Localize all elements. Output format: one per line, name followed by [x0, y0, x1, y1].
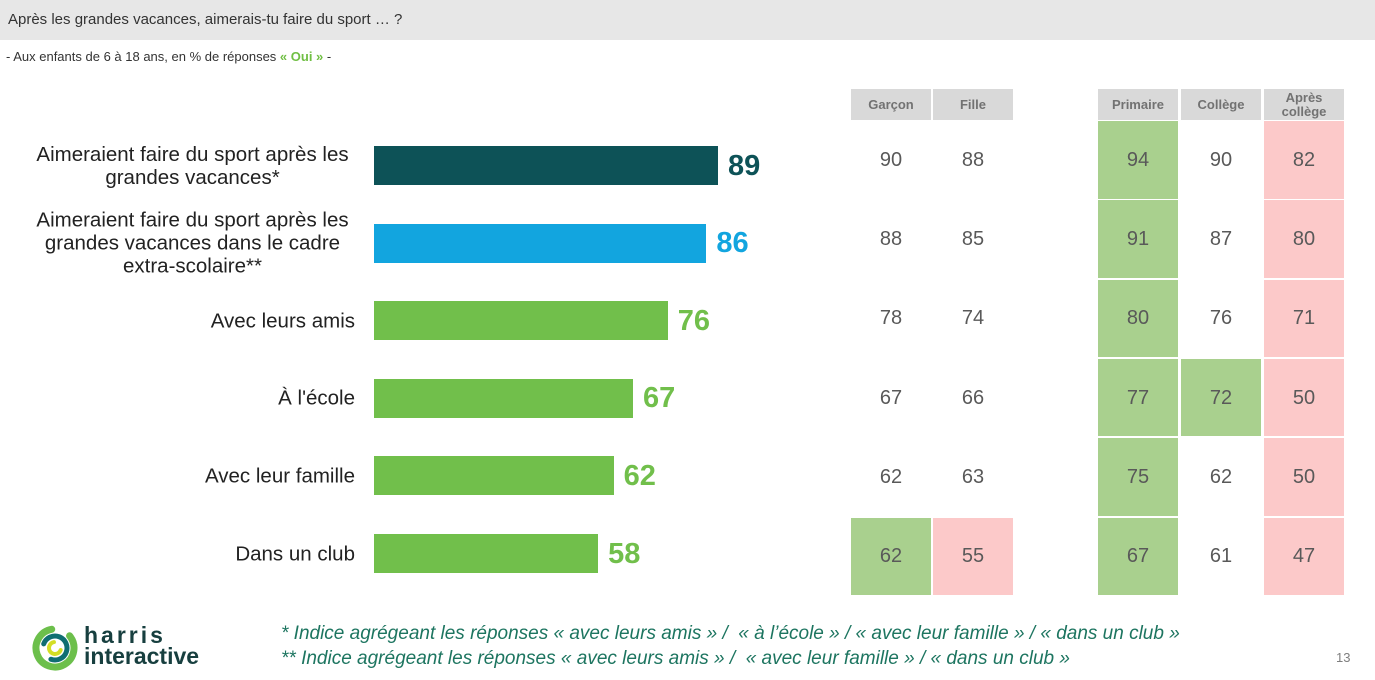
logo-middle-arc — [41, 633, 70, 663]
footnote-2: ** Indice agrégeant les réponses « avec … — [281, 648, 1070, 669]
category-label-1: Aimeraient faire du sport après les gran… — [36, 142, 349, 189]
table-cell-1-apres-college: 82 — [1264, 121, 1344, 199]
logo-inner-arc — [47, 640, 63, 656]
table-cell-5-fille: 63 — [961, 465, 985, 488]
table-cell-4-college: 72 — [1181, 358, 1261, 437]
column-header-garcon: Garçon — [851, 89, 931, 120]
table-cell-4-primaire: 77 — [1098, 358, 1178, 437]
table-cell-3-primaire: 80 — [1098, 279, 1178, 358]
table-cell-2-apres-college: 80 — [1264, 200, 1344, 278]
table-cell-3-garcon: 78 — [879, 307, 903, 330]
subtitle-highlight: « Oui » — [279, 49, 324, 64]
value-label-4: 67 — [642, 382, 676, 415]
category-label-4: À l'école — [278, 386, 355, 410]
table-cell-4-apres-college: 50 — [1264, 358, 1344, 437]
table-cell-6-garcon: 62 — [851, 517, 931, 595]
table-cell-6-college: 61 — [1209, 545, 1233, 568]
table-cell-6-fille: 55 — [933, 517, 1013, 595]
column-header-primaire: Primaire — [1098, 89, 1178, 120]
category-label-6: Dans un club — [235, 542, 355, 565]
bar-6 — [374, 534, 599, 573]
table-cell-5-college: 62 — [1209, 465, 1233, 488]
value-label-6: 58 — [608, 537, 641, 570]
table-cell-2-fille: 85 — [961, 228, 985, 251]
table-cell-4-fille: 66 — [961, 386, 985, 409]
logo-line-2: interactive — [84, 643, 200, 669]
page-number: 13 — [1336, 650, 1351, 665]
footnotes: * Indice agrégeant les réponses « avec l… — [281, 621, 1180, 671]
logo-line-1: harris — [84, 622, 166, 648]
table-cell-1-fille: 88 — [961, 148, 985, 171]
column-header-label: Collège — [1197, 96, 1245, 112]
table-cell-1-garcon: 90 — [879, 148, 903, 171]
column-header-label: Après collège — [1281, 89, 1327, 119]
column-header-fille: Fille — [933, 89, 1013, 120]
bar-chart: Aimeraient faire du sport après les gran… — [36, 142, 761, 573]
bar-4 — [374, 378, 633, 418]
value-label-3: 76 — [677, 304, 710, 337]
table-cell-5-apres-college: 50 — [1264, 438, 1344, 516]
table-cell-1-college: 90 — [1209, 148, 1233, 171]
table-cell-3-college: 76 — [1209, 307, 1233, 330]
column-header-label: Primaire — [1111, 96, 1165, 112]
footnote-1: * Indice agrégeant les réponses « avec l… — [281, 623, 1180, 644]
title-bar — [0, 0, 1375, 40]
bar-5 — [374, 456, 614, 496]
value-label-2: 86 — [716, 227, 749, 260]
bar-1 — [374, 146, 718, 185]
logo-svg — [32, 625, 78, 671]
table-cell-3-fille: 74 — [961, 307, 985, 330]
table-cell-6-primaire: 67 — [1098, 517, 1178, 595]
slide-subtitle: - Aux enfants de 6 à 18 ans, en % de rép… — [6, 48, 331, 65]
table-cell-2-college: 87 — [1209, 228, 1233, 251]
table-cell-4-garcon: 67 — [879, 386, 903, 409]
category-label-3: Avec leurs amis — [210, 309, 355, 333]
slide-title: Après les grandes vacances, aimerais-tu … — [8, 11, 403, 28]
logo-outer-arc — [32, 625, 78, 671]
column-header-label: Fille — [959, 96, 986, 112]
table-cell-6-apres-college: 47 — [1264, 517, 1344, 595]
breakdown-table: Garçon Fille Primaire Collège Après collège 9… — [851, 89, 1344, 595]
logo-wordmark: harris interactive — [84, 622, 200, 669]
table-cell-5-primaire: 75 — [1098, 438, 1178, 516]
value-label-5: 62 — [623, 459, 656, 492]
column-header-apres-college: Après collège — [1264, 89, 1344, 120]
harris-interactive-logo-icon — [32, 622, 78, 674]
table-cell-2-primaire: 91 — [1098, 200, 1178, 278]
column-header-college: Collège — [1181, 89, 1261, 120]
column-header-label: Garçon — [868, 96, 914, 112]
table-cell-3-apres-college: 71 — [1264, 279, 1344, 358]
subtitle-end: - — [323, 49, 332, 64]
table-cell-5-garcon: 62 — [879, 465, 903, 488]
bar-3 — [374, 301, 668, 341]
value-label-1: 89 — [727, 149, 761, 182]
category-label-2: Aimeraient faire du sport après les gran… — [36, 208, 349, 278]
table-cell-2-garcon: 88 — [879, 228, 903, 251]
table-cell-1-primaire: 94 — [1098, 121, 1178, 199]
bar-2 — [374, 223, 707, 263]
subtitle-text: - Aux enfants de 6 à 18 ans, en % de rép… — [6, 49, 280, 64]
category-label-5: Avec leur famille — [204, 464, 355, 488]
